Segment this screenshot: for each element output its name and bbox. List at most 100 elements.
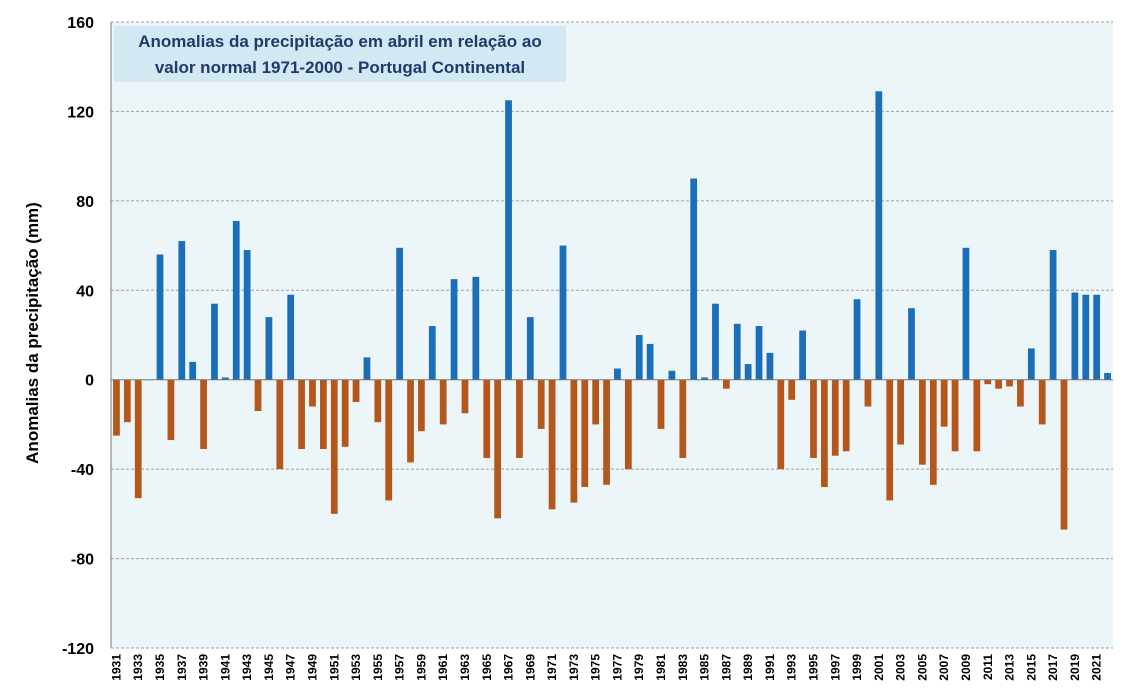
bar-1945 — [265, 317, 273, 380]
x-tick-label: 1997 — [828, 654, 842, 681]
y-tick-label: -40 — [71, 462, 94, 479]
x-tick-label: 1987 — [719, 654, 733, 681]
bar-2021 — [1093, 294, 1101, 380]
x-tick-label: 1937 — [175, 654, 189, 681]
chart-title-line-2: valor normal 1971-2000 - Portugal Contin… — [154, 58, 526, 77]
bar-1976 — [603, 379, 610, 485]
x-tick-label: 1983 — [676, 654, 690, 681]
bar-1992 — [777, 379, 785, 470]
bar-2012 — [995, 379, 1003, 389]
bar-2000 — [864, 379, 872, 407]
x-tick-label: 1961 — [436, 654, 450, 681]
x-tick-label: 1991 — [763, 654, 777, 681]
chart-title: Anomalias da precipitação em abril em re… — [114, 26, 566, 82]
y-tick-label: -80 — [71, 552, 94, 569]
x-tick-label: 2013 — [1003, 654, 1017, 681]
bar-2004 — [908, 308, 915, 380]
bar-1960 — [428, 326, 436, 380]
y-tick-label: 0 — [85, 373, 94, 390]
bar-1959 — [418, 379, 425, 432]
y-tick-label: 40 — [76, 283, 94, 300]
bar-2005 — [919, 379, 926, 465]
x-tick-label: 1985 — [698, 654, 712, 681]
bar-1986 — [712, 303, 719, 380]
bar-1970 — [537, 379, 545, 429]
bar-1937 — [178, 241, 186, 380]
bar-1974 — [581, 379, 589, 488]
bar-2010 — [973, 379, 981, 452]
x-tick-label: 1949 — [306, 654, 320, 681]
x-tick-label: 2017 — [1046, 654, 1060, 681]
bar-1993 — [788, 379, 796, 400]
bar-2001 — [875, 91, 883, 380]
bar-1980 — [646, 343, 654, 380]
bar-1957 — [396, 247, 403, 380]
bar-2003 — [897, 379, 904, 445]
x-tick-label: 2005 — [915, 654, 929, 681]
bar-1966 — [494, 379, 502, 519]
bar-1949 — [309, 379, 316, 407]
bar-1972 — [559, 245, 567, 380]
bar-1975 — [592, 379, 600, 425]
bar-1938 — [189, 361, 197, 380]
bar-1991 — [766, 352, 774, 380]
x-tick-labels: 1931 1933 1935 1937 1939 1941 1943 1945 1947 1949… — [109, 654, 1103, 681]
bar-1940 — [211, 303, 218, 380]
bar-1988 — [733, 323, 741, 380]
x-tick-label: 2019 — [1068, 654, 1082, 681]
x-tick-label: 1965 — [480, 654, 494, 681]
bar-1999 — [853, 299, 861, 380]
bar-1982 — [668, 370, 676, 380]
bar-1965 — [483, 379, 491, 458]
bar-1948 — [298, 379, 305, 450]
bar-1997 — [831, 379, 839, 456]
bar-1946 — [276, 379, 284, 470]
bar-2016 — [1038, 379, 1046, 425]
bar-1996 — [821, 379, 828, 488]
bar-1995 — [810, 379, 817, 458]
bar-2014 — [1017, 379, 1024, 407]
bar-1985 — [701, 377, 708, 380]
bar-1936 — [167, 379, 175, 441]
x-tick-label: 1945 — [262, 654, 276, 681]
bar-2022 — [1104, 373, 1111, 380]
bar-2011 — [984, 379, 992, 385]
bar-1971 — [548, 379, 556, 510]
bar-1973 — [570, 379, 578, 503]
y-tick-labels: 160 120 80 40 0 -40 -80 -120 — [62, 15, 94, 658]
bar-1977 — [614, 368, 621, 380]
bar-1962 — [450, 279, 458, 380]
bar-1983 — [679, 379, 687, 458]
bar-1979 — [635, 335, 643, 380]
bar-1931 — [113, 379, 120, 436]
bar-1969 — [526, 317, 534, 380]
bar-1952 — [341, 379, 349, 447]
bar-1963 — [461, 379, 469, 414]
bar-1987 — [722, 379, 730, 389]
x-tick-label: 1955 — [371, 654, 385, 681]
x-tick-label: 2021 — [1090, 654, 1104, 681]
x-tick-label: 1969 — [523, 654, 537, 681]
bar-1984 — [690, 178, 698, 380]
x-tick-label: 1959 — [414, 654, 428, 681]
bar-2015 — [1027, 348, 1035, 380]
x-tick-label: 1933 — [131, 654, 145, 681]
y-axis-label-text: Anomalias da precipitação (mm) — [23, 202, 42, 464]
bar-1951 — [330, 379, 338, 514]
bar-1967 — [505, 100, 512, 380]
x-tick-label: 1943 — [240, 654, 254, 681]
x-tick-label: 1973 — [567, 654, 581, 681]
bar-1968 — [516, 379, 523, 458]
bar-1953 — [352, 379, 360, 403]
x-tick-label: 1963 — [458, 654, 472, 681]
x-tick-label: 1951 — [327, 654, 341, 681]
x-tick-label: 2003 — [894, 654, 908, 681]
bar-1935 — [156, 254, 164, 380]
bar-1978 — [624, 379, 632, 470]
x-tick-label: 2001 — [872, 654, 886, 681]
bars — [113, 91, 1111, 530]
x-tick-label: 2007 — [937, 654, 951, 681]
bar-1947 — [287, 294, 295, 380]
x-tick-label: 2011 — [981, 654, 995, 680]
